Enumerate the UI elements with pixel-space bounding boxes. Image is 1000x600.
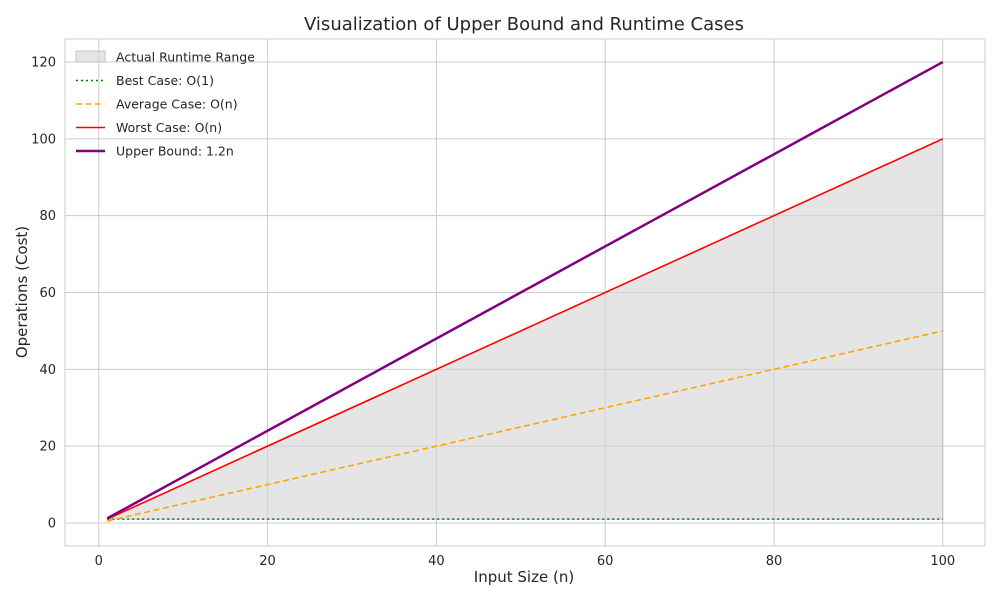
legend-swatch <box>75 50 106 63</box>
plot-frame <box>64 38 986 547</box>
x-tick-label: 20 <box>259 554 276 569</box>
x-tick-label: 60 <box>597 554 614 569</box>
y-tick-label: 120 <box>31 56 56 71</box>
series-line-2 <box>107 330 943 522</box>
x-axis-title: Input Size (n) <box>474 568 574 586</box>
legend-label: Upper Bound: 1.2n <box>116 144 234 159</box>
plot-area <box>64 38 986 547</box>
y-tick-label: 40 <box>39 363 56 378</box>
y-tick-label: 20 <box>39 440 56 455</box>
legend-label: Average Case: O(n) <box>116 97 238 112</box>
legend: Actual Runtime Range Best Case: O(1) Avera… <box>75 50 255 159</box>
y-tick-label: 80 <box>39 209 56 224</box>
y-tick-label: 60 <box>39 286 56 301</box>
x-tick-label: 100 <box>930 554 955 569</box>
x-tick-label: 40 <box>428 554 445 569</box>
y-tick-label: 100 <box>31 132 56 147</box>
series-line-4 <box>106 60 944 520</box>
y-tick-label: 0 <box>48 516 56 531</box>
legend-label: Worst Case: O(n) <box>116 120 222 135</box>
y-axis-title: Operations (Cost) <box>13 226 31 358</box>
x-tick-label: 80 <box>766 554 783 569</box>
series-line-3 <box>106 138 944 520</box>
legend-label: Best Case: O(1) <box>116 73 214 88</box>
x-tick-label: 0 <box>95 554 103 569</box>
chart-title: Visualization of Upper Bound and Runtime… <box>304 14 744 35</box>
legend-label: Actual Runtime Range <box>116 50 255 65</box>
